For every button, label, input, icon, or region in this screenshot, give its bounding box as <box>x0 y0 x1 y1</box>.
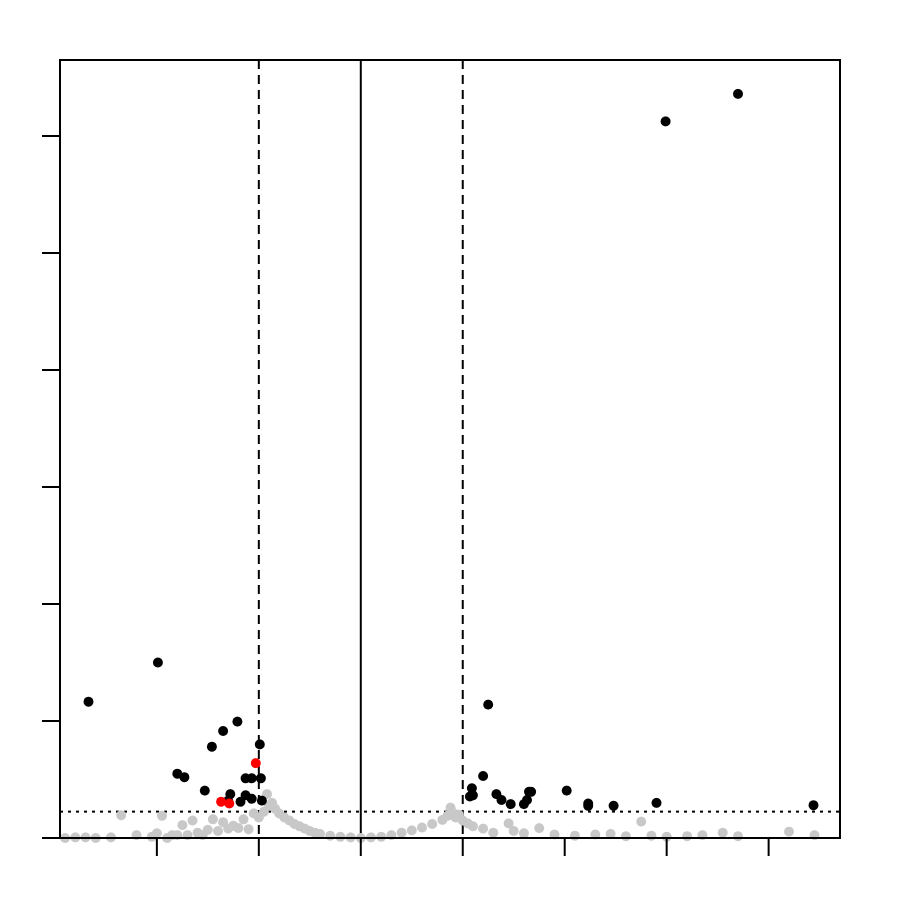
y-axis-ticks <box>42 135 60 839</box>
data-point <box>199 785 210 796</box>
data-point <box>651 797 662 808</box>
data-point <box>396 827 407 838</box>
data-point <box>522 795 532 805</box>
data-point <box>661 831 672 842</box>
data-point <box>427 819 438 829</box>
data-point <box>569 830 580 841</box>
data-point <box>717 827 728 838</box>
data-point <box>218 726 229 736</box>
data-point <box>256 795 267 806</box>
x-axis-ticks <box>155 838 770 856</box>
data-point <box>250 758 261 769</box>
data-point <box>233 823 244 834</box>
data-point <box>646 830 657 841</box>
data-point <box>232 716 243 727</box>
data-point <box>243 824 254 835</box>
data-point <box>202 824 213 835</box>
data-point <box>508 826 519 836</box>
data-point <box>187 815 198 826</box>
data-point <box>808 800 819 811</box>
data-point <box>636 816 647 827</box>
data-point <box>255 773 266 784</box>
data-point <box>503 818 514 829</box>
data-point <box>179 772 190 783</box>
data-point <box>246 793 257 804</box>
data-point <box>660 116 671 127</box>
data-point <box>206 741 217 752</box>
data-point <box>213 826 223 836</box>
data-point <box>464 791 475 802</box>
data-point <box>496 795 507 805</box>
data-point <box>254 739 265 750</box>
data-point <box>157 810 167 821</box>
data-point <box>488 827 499 838</box>
data-point <box>207 814 218 825</box>
data-point <box>478 823 489 834</box>
data-point <box>505 799 516 810</box>
data-point <box>561 785 572 796</box>
data-point <box>526 786 537 797</box>
data-point <box>518 828 529 839</box>
data-point <box>152 657 163 668</box>
data-point <box>478 771 489 781</box>
data-point <box>483 699 494 710</box>
data-point <box>733 88 743 99</box>
data-point <box>325 830 336 841</box>
data-point <box>235 796 246 807</box>
data-point <box>83 696 94 707</box>
data-point <box>605 828 616 839</box>
data-point <box>224 798 235 809</box>
data-point <box>315 828 325 839</box>
data-point <box>784 826 794 837</box>
reference-lines <box>60 60 840 838</box>
data-point <box>620 831 631 842</box>
data-point <box>238 814 249 825</box>
data-point <box>177 820 188 831</box>
data-point <box>583 798 594 809</box>
data-point <box>417 822 427 833</box>
data-point <box>406 825 417 836</box>
plot-frame <box>59 59 841 839</box>
data-point <box>608 800 619 811</box>
data-point <box>116 810 127 821</box>
data-point <box>534 823 545 834</box>
data-point <box>682 831 693 842</box>
data-points <box>60 88 820 843</box>
data-point <box>240 773 251 784</box>
data-point <box>151 828 162 839</box>
data-point <box>335 831 346 842</box>
data-point <box>733 831 743 842</box>
data-point <box>467 821 478 832</box>
data-point <box>216 796 227 807</box>
data-point <box>376 831 387 842</box>
